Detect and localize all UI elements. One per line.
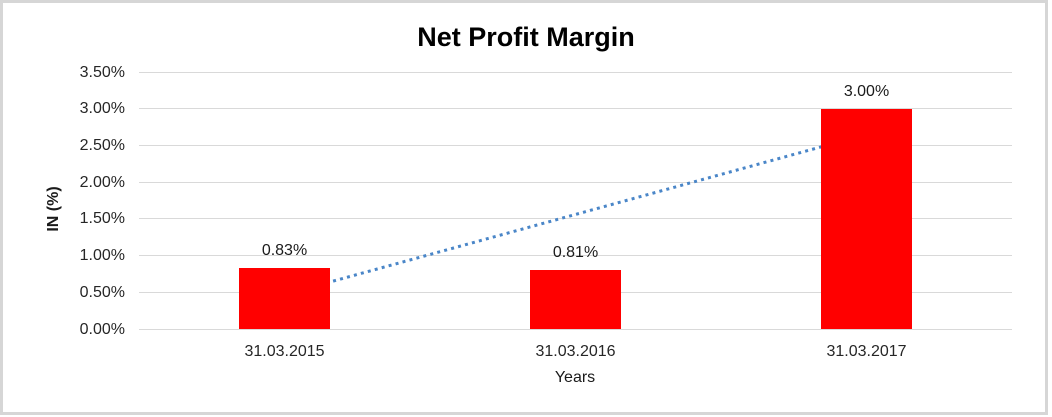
y-tick-label: 0.00% [79, 320, 125, 338]
gridline [139, 328, 1012, 330]
y-tick-label: 0.50% [79, 283, 125, 301]
y-tick-label: 2.50% [79, 136, 125, 154]
x-category-label: 31.03.2016 [535, 343, 616, 360]
bar-data-label: 3.00% [843, 82, 890, 100]
bar-31.03.2015 [239, 268, 330, 329]
y-tick-label: 1.50% [79, 210, 125, 228]
bar-data-label: 0.83% [261, 242, 308, 260]
y-tick-label: 2.00% [79, 173, 125, 191]
x-category-label: 31.03.2017 [826, 343, 907, 360]
bar-31.03.2016 [530, 269, 621, 329]
x-axis-title: Years [554, 369, 596, 386]
bar-data-label: 0.81% [552, 243, 599, 261]
y-tick-label: 3.00% [79, 100, 125, 118]
chart-title: Net Profit Margin [417, 22, 635, 52]
y-tick-label: 1.00% [79, 247, 125, 265]
gridline [139, 71, 1012, 73]
y-tick-label: 3.50% [79, 63, 125, 81]
gridline [139, 108, 1012, 110]
x-category-label: 31.03.2015 [244, 343, 325, 360]
bar-31.03.2017 [821, 108, 912, 329]
